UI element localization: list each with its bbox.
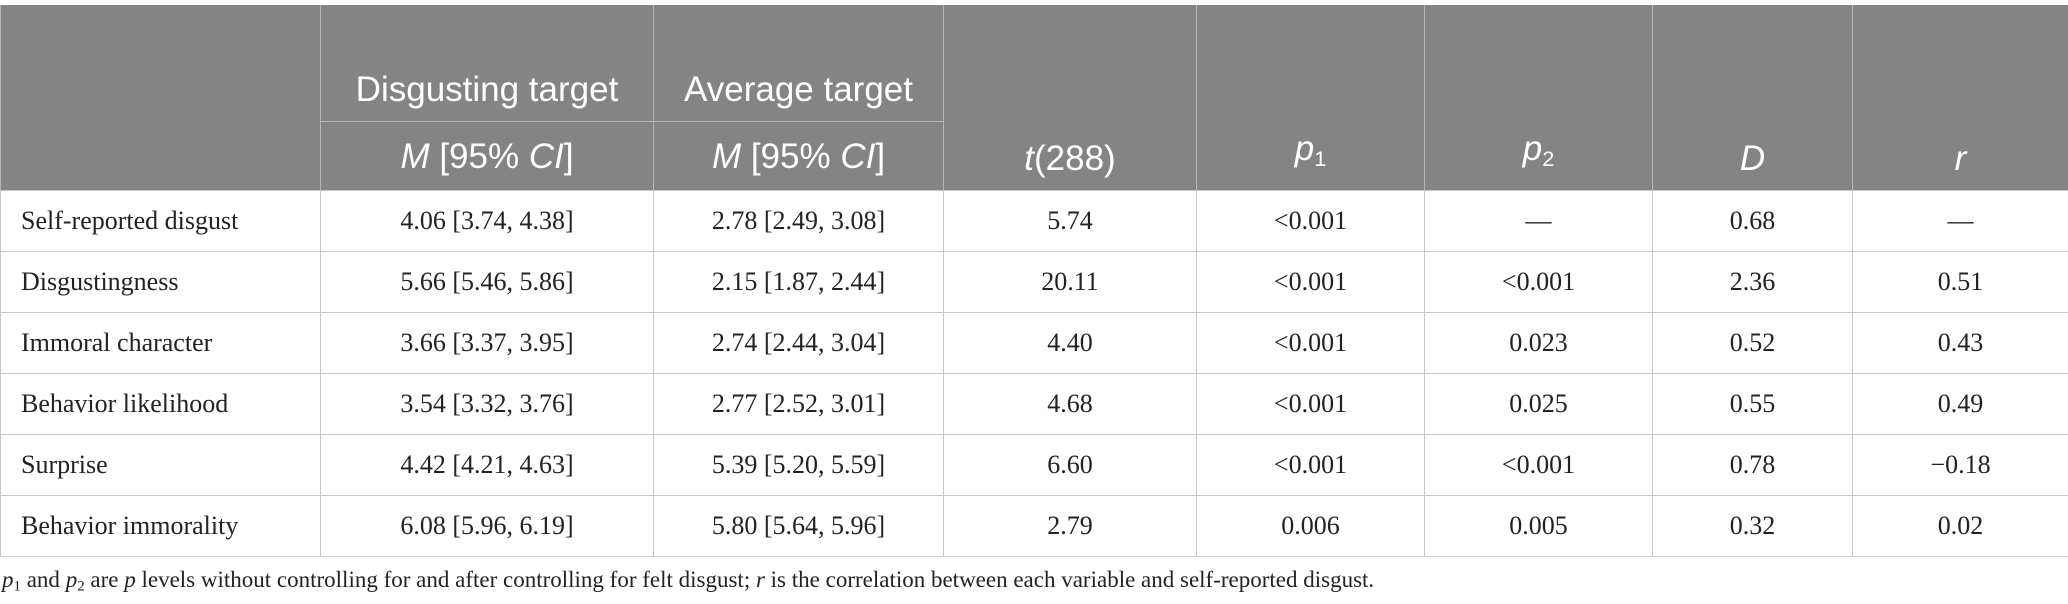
cell-average: 2.77 [2.52, 3.01] xyxy=(653,373,944,435)
cell-p2: 0.025 xyxy=(1424,373,1653,435)
cell-d: 2.36 xyxy=(1652,251,1853,313)
cell-average: 5.39 [5.20, 5.59] xyxy=(653,434,944,496)
footnote-and: and xyxy=(20,567,66,592)
table-body: Self-reported disgust 4.06 [3.74, 4.38] … xyxy=(0,190,2068,557)
cell-t: 5.74 xyxy=(943,190,1197,252)
cell-p2: 0.005 xyxy=(1424,495,1653,557)
header-r: r xyxy=(1852,5,2068,191)
cell-average: 2.78 [2.49, 3.08] xyxy=(653,190,944,252)
cell-d: 0.32 xyxy=(1652,495,1853,557)
footnote-p1-symbol: p xyxy=(2,567,14,592)
p2-symbol: p xyxy=(1522,128,1543,168)
row-label: Disgustingness xyxy=(0,251,321,313)
cell-d: 0.78 xyxy=(1652,434,1853,496)
m-symbol: M xyxy=(711,137,742,176)
header-t-statistic: t(288) xyxy=(943,5,1197,191)
cell-t: 6.60 xyxy=(943,434,1197,496)
cell-p1: <0.001 xyxy=(1196,190,1425,252)
table-footnote: p1 and p2 are p levels without controlli… xyxy=(2,567,1374,596)
cell-t: 2.79 xyxy=(943,495,1197,557)
header-p2: p2 xyxy=(1424,5,1653,191)
cell-t: 20.11 xyxy=(943,251,1197,313)
footnote-p2-subscript: 2 xyxy=(77,578,85,595)
cell-average: 2.74 [2.44, 3.04] xyxy=(653,312,944,374)
p2-subscript: 2 xyxy=(1542,146,1555,171)
cell-p2: <0.001 xyxy=(1424,434,1653,496)
row-label: Self-reported disgust xyxy=(0,190,321,252)
p1-symbol: p xyxy=(1294,128,1315,168)
cell-p1: <0.001 xyxy=(1196,434,1425,496)
footnote-p1-subscript: 1 xyxy=(13,578,21,595)
results-table: Disgusting target Average target t(288) … xyxy=(0,5,2068,557)
ci-open: [95% xyxy=(741,137,841,176)
cell-p1: <0.001 xyxy=(1196,312,1425,374)
ci-close: ] xyxy=(563,137,574,176)
table-row: Behavior likelihood 3.54 [3.32, 3.76] 2.… xyxy=(0,373,2068,435)
footnote-r-symbol: r xyxy=(755,567,765,592)
row-label: Immoral character xyxy=(0,312,321,374)
cell-p2: <0.001 xyxy=(1424,251,1653,313)
cell-t: 4.40 xyxy=(943,312,1197,374)
footnote-p2-symbol: p xyxy=(65,567,78,592)
cell-d: 0.55 xyxy=(1652,373,1853,435)
table-header: Disgusting target Average target t(288) … xyxy=(0,5,2068,191)
row-label: Behavior likelihood xyxy=(0,373,321,435)
cell-disgusting: 6.08 [5.96, 6.19] xyxy=(320,495,654,557)
cell-r: — xyxy=(1852,190,2068,252)
footnote-are: are xyxy=(84,567,125,592)
ci-symbol: CI xyxy=(840,137,876,176)
cell-r: 0.49 xyxy=(1852,373,2068,435)
cell-p1: <0.001 xyxy=(1196,251,1425,313)
cell-average: 2.15 [1.87, 2.44] xyxy=(653,251,944,313)
row-label: Behavior immorality xyxy=(0,495,321,557)
ci-symbol: CI xyxy=(528,137,564,176)
m-symbol: M xyxy=(400,137,430,176)
header-d: D xyxy=(1652,5,1853,191)
cell-disgusting: 3.66 [3.37, 3.95] xyxy=(320,312,654,374)
ci-open: [95% xyxy=(429,137,529,176)
cell-r: 0.43 xyxy=(1852,312,2068,374)
cell-p2: — xyxy=(1424,190,1653,252)
cell-r: 0.02 xyxy=(1852,495,2068,557)
row-label: Surprise xyxy=(0,434,321,496)
footnote-mid: levels without controlling for and after… xyxy=(135,567,756,592)
cell-d: 0.68 xyxy=(1652,190,1853,252)
cell-d: 0.52 xyxy=(1652,312,1853,374)
cell-average: 5.80 [5.64, 5.96] xyxy=(653,495,944,557)
table-row: Immoral character 3.66 [3.37, 3.95] 2.74… xyxy=(0,312,2068,374)
table-row: Behavior immorality 6.08 [5.96, 6.19] 5.… xyxy=(0,495,2068,557)
t-df: (288) xyxy=(1034,139,1116,178)
t-symbol: t xyxy=(1024,139,1034,178)
cell-r: 0.51 xyxy=(1852,251,2068,313)
results-table-container: Disgusting target Average target t(288) … xyxy=(0,5,2068,557)
footnote-end: is the correlation between each variable… xyxy=(764,567,1375,592)
header-blank-cell xyxy=(0,5,321,191)
table-row: Self-reported disgust 4.06 [3.74, 4.38] … xyxy=(0,190,2068,252)
header-average-m-ci: M [95% CI] xyxy=(653,121,944,191)
cell-t: 4.68 xyxy=(943,373,1197,435)
cell-p1: <0.001 xyxy=(1196,373,1425,435)
cell-disgusting: 4.42 [4.21, 4.63] xyxy=(320,434,654,496)
cell-p2: 0.023 xyxy=(1424,312,1653,374)
header-p1: p1 xyxy=(1196,5,1425,191)
cell-r: −0.18 xyxy=(1852,434,2068,496)
footnote-p-levels: p xyxy=(124,567,136,592)
table-row: Disgustingness 5.66 [5.46, 5.86] 2.15 [1… xyxy=(0,251,2068,313)
table-row: Surprise 4.42 [4.21, 4.63] 5.39 [5.20, 5… xyxy=(0,434,2068,496)
cell-disgusting: 3.54 [3.32, 3.76] xyxy=(320,373,654,435)
p1-subscript: 1 xyxy=(1314,146,1327,171)
ci-close: ] xyxy=(875,137,886,176)
header-disgusting-target: Disgusting target xyxy=(320,5,654,122)
header-average-target: Average target xyxy=(653,5,944,122)
cell-disgusting: 5.66 [5.46, 5.86] xyxy=(320,251,654,313)
header-disgusting-m-ci: M [95% CI] xyxy=(320,121,654,191)
cell-disgusting: 4.06 [3.74, 4.38] xyxy=(320,190,654,252)
cell-p1: 0.006 xyxy=(1196,495,1425,557)
